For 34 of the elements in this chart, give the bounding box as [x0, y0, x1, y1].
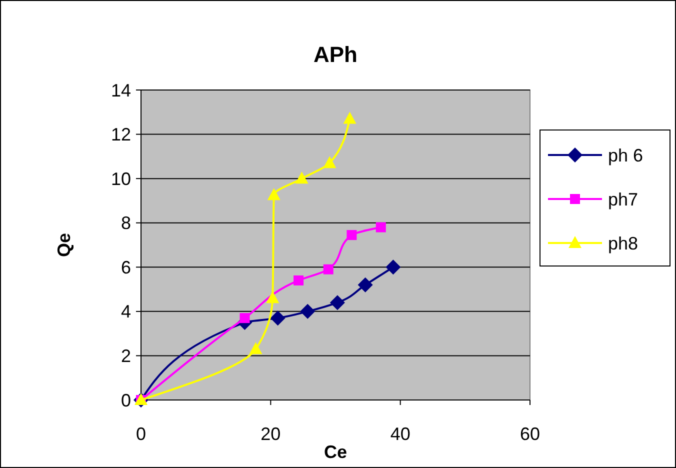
point — [323, 156, 336, 168]
x-tick-label: 0 — [136, 424, 146, 444]
y-tick-label: 0 — [120, 390, 131, 410]
point — [267, 188, 280, 200]
point — [386, 260, 401, 275]
chart-title: APh — [314, 42, 358, 67]
point — [266, 291, 280, 304]
point — [323, 264, 334, 274]
point — [300, 304, 316, 319]
legend-label: ph 6 — [608, 145, 644, 166]
y-tick-label: 2 — [120, 346, 131, 366]
y-tick-label: 4 — [120, 302, 131, 322]
point — [270, 310, 286, 326]
y-tick-label: 8 — [120, 213, 131, 234]
y-tick-label: 6 — [120, 257, 131, 278]
y-axis-title: Qe — [54, 232, 74, 258]
legend-label: ph7 — [608, 189, 638, 210]
point — [330, 295, 345, 310]
x-tick-label: 60 — [520, 424, 540, 444]
point — [249, 342, 262, 354]
point — [376, 222, 386, 232]
point — [295, 172, 308, 184]
point — [358, 277, 373, 292]
y-tick-label: 14 — [110, 80, 131, 100]
point — [346, 230, 357, 240]
x-tick-label: 20 — [260, 424, 281, 444]
y-tick-label: 10 — [110, 168, 131, 189]
y-tick-label: 12 — [110, 124, 131, 145]
point — [240, 313, 250, 324]
point — [294, 275, 304, 286]
legend-label: ph8 — [608, 233, 638, 254]
x-tick-label: 40 — [390, 424, 410, 444]
x-axis-title: Ce — [324, 442, 348, 462]
point — [343, 112, 356, 124]
